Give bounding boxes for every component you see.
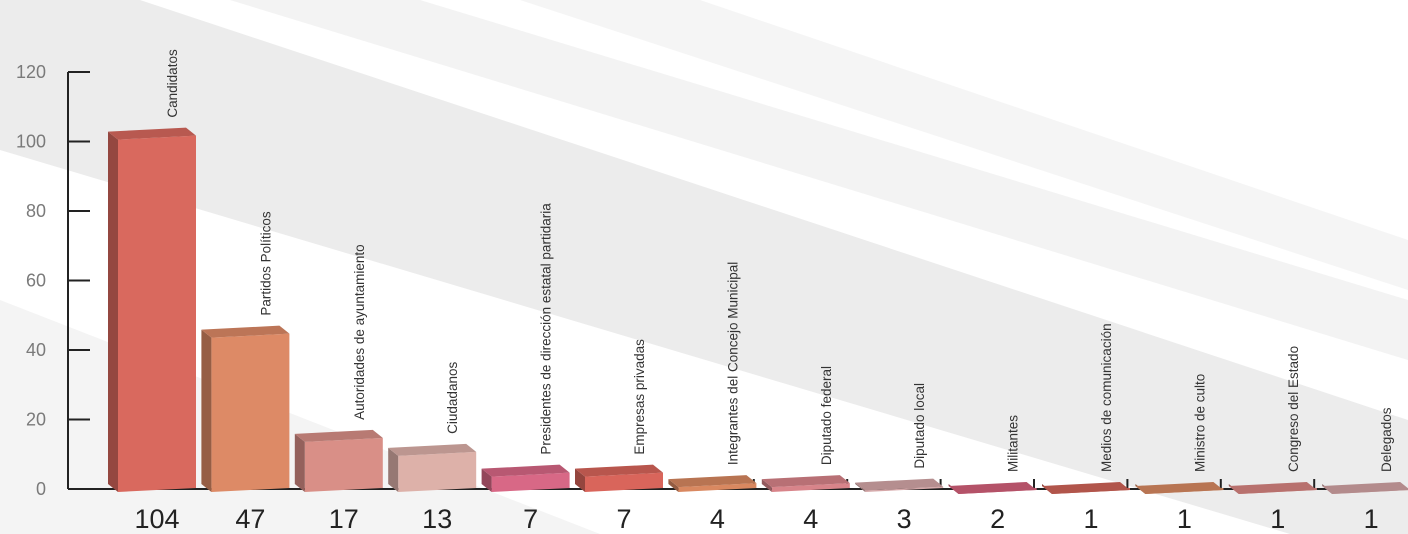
category-label: Medios de comunicación <box>1099 323 1114 472</box>
bar <box>1322 482 1408 494</box>
value-label: 17 <box>329 504 359 534</box>
y-tick-label: 80 <box>26 201 46 221</box>
category-label: Autoridades de ayuntamiento <box>352 244 367 420</box>
bar-side <box>388 447 399 492</box>
bar-side <box>201 329 212 492</box>
value-label: 13 <box>422 504 452 534</box>
bar-front <box>304 437 383 492</box>
bar-top <box>388 443 477 456</box>
y-tick-label: 100 <box>16 132 46 152</box>
bar <box>388 443 477 492</box>
bar-top <box>1042 482 1130 494</box>
y-tick-label: 20 <box>26 410 46 430</box>
bar-front <box>491 472 570 492</box>
bar-front <box>865 486 944 492</box>
bar-top <box>1322 482 1408 494</box>
value-label: 4 <box>803 504 818 534</box>
category-label: Militantes <box>1006 415 1021 472</box>
value-label: 1 <box>1270 504 1285 534</box>
bar-front <box>118 135 196 492</box>
value-label: 1 <box>1083 504 1098 534</box>
category-label: Candidatos <box>165 49 180 118</box>
bar-top <box>1135 482 1224 494</box>
category-label: Delegados <box>1379 407 1394 472</box>
bar-top <box>668 475 757 488</box>
bar-front <box>585 472 663 492</box>
bar-top <box>108 127 196 140</box>
bar <box>948 482 1037 494</box>
category-label: Congreso del Estado <box>1286 346 1301 472</box>
bar-top <box>575 464 663 477</box>
value-label: 2 <box>990 504 1005 534</box>
bar-top <box>201 325 290 338</box>
bar-top <box>1228 482 1317 494</box>
bar-side <box>855 482 866 492</box>
value-label: 4 <box>710 504 725 534</box>
bar-series <box>108 127 1408 494</box>
background-band <box>230 0 1408 360</box>
y-tick-label: 120 <box>16 62 46 82</box>
bar-side <box>481 468 492 492</box>
value-label: 7 <box>523 504 538 534</box>
y-tick-label: 40 <box>26 340 46 360</box>
value-label: 3 <box>897 504 912 534</box>
bar-top <box>855 478 944 491</box>
bar-front <box>678 483 757 492</box>
bar-top <box>294 429 383 442</box>
bar <box>1042 482 1130 494</box>
value-label: 1 <box>1177 504 1192 534</box>
y-tick-label: 0 <box>36 479 46 499</box>
bar <box>1228 482 1317 494</box>
bar-front <box>211 333 290 492</box>
category-label: Partidos Políticos <box>258 211 273 316</box>
bar-side <box>294 433 305 492</box>
category-label: Empresas privadas <box>632 339 647 455</box>
category-label: Presidentes de dirección estatal partida… <box>539 203 554 455</box>
bar-top <box>761 475 850 488</box>
bar <box>1135 482 1224 494</box>
bar-top <box>948 482 1037 494</box>
background-band <box>0 300 600 534</box>
bar <box>294 429 383 492</box>
bar-side <box>108 131 118 492</box>
category-label: Ciudadanos <box>445 362 460 434</box>
bar <box>668 475 757 492</box>
bar-side <box>668 479 679 492</box>
bar <box>201 325 290 492</box>
value-label: 1 <box>1364 504 1379 534</box>
bar-front <box>771 483 850 492</box>
background-band <box>520 0 1408 290</box>
bar <box>761 475 850 492</box>
value-label: 47 <box>235 504 265 534</box>
category-label: Diputado local <box>912 383 927 469</box>
bar-side <box>575 468 585 492</box>
bar <box>481 464 570 492</box>
bar-top <box>481 464 570 477</box>
bar-side <box>761 479 772 492</box>
value-label: 7 <box>616 504 631 534</box>
category-label: Integrantes del Concejo Municipal <box>725 262 740 465</box>
value-label: 104 <box>134 504 179 534</box>
y-tick-label: 60 <box>26 271 46 291</box>
bar-front <box>398 451 477 492</box>
category-label: Ministro de culto <box>1192 374 1207 472</box>
bar <box>575 464 663 492</box>
bar <box>108 127 196 492</box>
category-label: Diputado federal <box>819 366 834 465</box>
bar <box>855 478 944 492</box>
